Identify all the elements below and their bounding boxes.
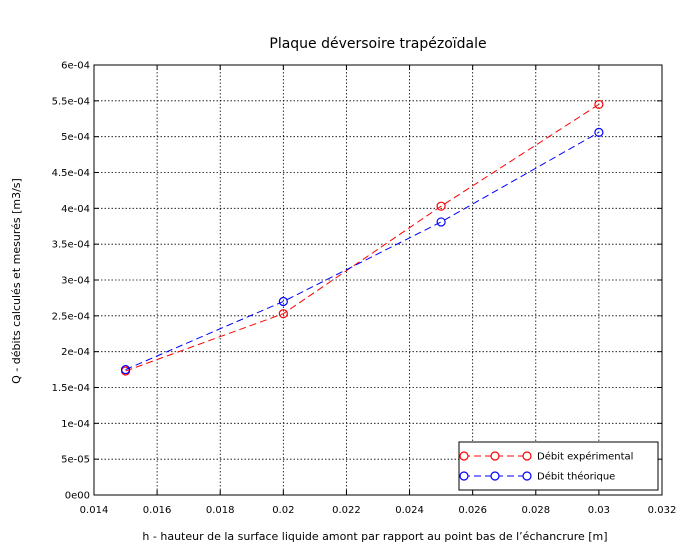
axis-ticks: 0.014 0.016 0.018 0.02 0.022 0.024 0.026 0.028 0… (52, 61, 677, 517)
x-tick-label: 0.032 (648, 505, 677, 516)
data-point (436, 217, 446, 227)
y-tick-label: 6e-04 (61, 61, 90, 72)
y-tick-label: 2e-04 (61, 347, 90, 358)
x-tick-label: 0.024 (395, 505, 424, 516)
legend-item-2: Débit théorique (459, 471, 615, 483)
series-layer (120, 99, 604, 376)
legend-marker (459, 451, 469, 461)
legend-marker (522, 471, 532, 481)
legend-marker (490, 471, 500, 481)
data-point (436, 201, 446, 211)
x-axis-label: h - hauteur de la surface liquide amont … (142, 530, 607, 543)
legend-items: Débit expérimental Débit théorique (459, 451, 633, 483)
y-tick-label: 5e-04 (61, 132, 90, 143)
y-axis-label: Q - débits calculés et mesurés [m3/s] (10, 178, 23, 384)
legend-box (458, 441, 659, 491)
y-tick-label: 1.5e-04 (52, 383, 90, 394)
x-tick-label: 0.02 (272, 505, 294, 516)
legend: Débit expérimental Débit théorique (458, 441, 659, 491)
series-1 (120, 99, 604, 376)
x-tick-label: 0.016 (143, 505, 172, 516)
data-point (120, 364, 131, 375)
x-tick-label: 0.022 (332, 505, 361, 516)
y-tick-label: 5.5e-04 (52, 96, 90, 107)
y-tick-label: 2.5e-04 (52, 311, 90, 322)
data-point (278, 309, 288, 319)
data-point (594, 99, 604, 110)
chart-title: Plaque déversoire trapézoïdale (269, 36, 486, 52)
y-tick-label: 3.5e-04 (52, 240, 90, 251)
y-tick-label: 1e-04 (61, 419, 90, 430)
x-tick-label: 0.018 (206, 505, 235, 516)
legend-label: Débit expérimental (537, 451, 633, 463)
legend-marker (459, 471, 469, 481)
x-tick-label: 0.03 (588, 505, 610, 516)
x-tick-label: 0.026 (458, 505, 487, 516)
y-tick-label: 4e-04 (61, 204, 90, 215)
legend-marker (490, 451, 500, 461)
data-point (278, 296, 288, 307)
x-tick-label: 0.028 (521, 505, 550, 516)
legend-label: Débit théorique (537, 471, 615, 483)
series-line (125, 103, 600, 372)
grid (94, 65, 662, 495)
y-tick-label: 0e00 (65, 491, 90, 502)
legend-item-1: Débit expérimental (459, 451, 633, 463)
data-point (594, 127, 604, 137)
x-tick-label: 0.014 (80, 505, 109, 516)
legend-marker (522, 451, 532, 461)
y-tick-label: 3e-04 (61, 276, 90, 287)
y-tick-label: 5e-05 (61, 455, 90, 466)
series-2 (120, 127, 604, 375)
y-tick-label: 4.5e-04 (52, 168, 90, 179)
